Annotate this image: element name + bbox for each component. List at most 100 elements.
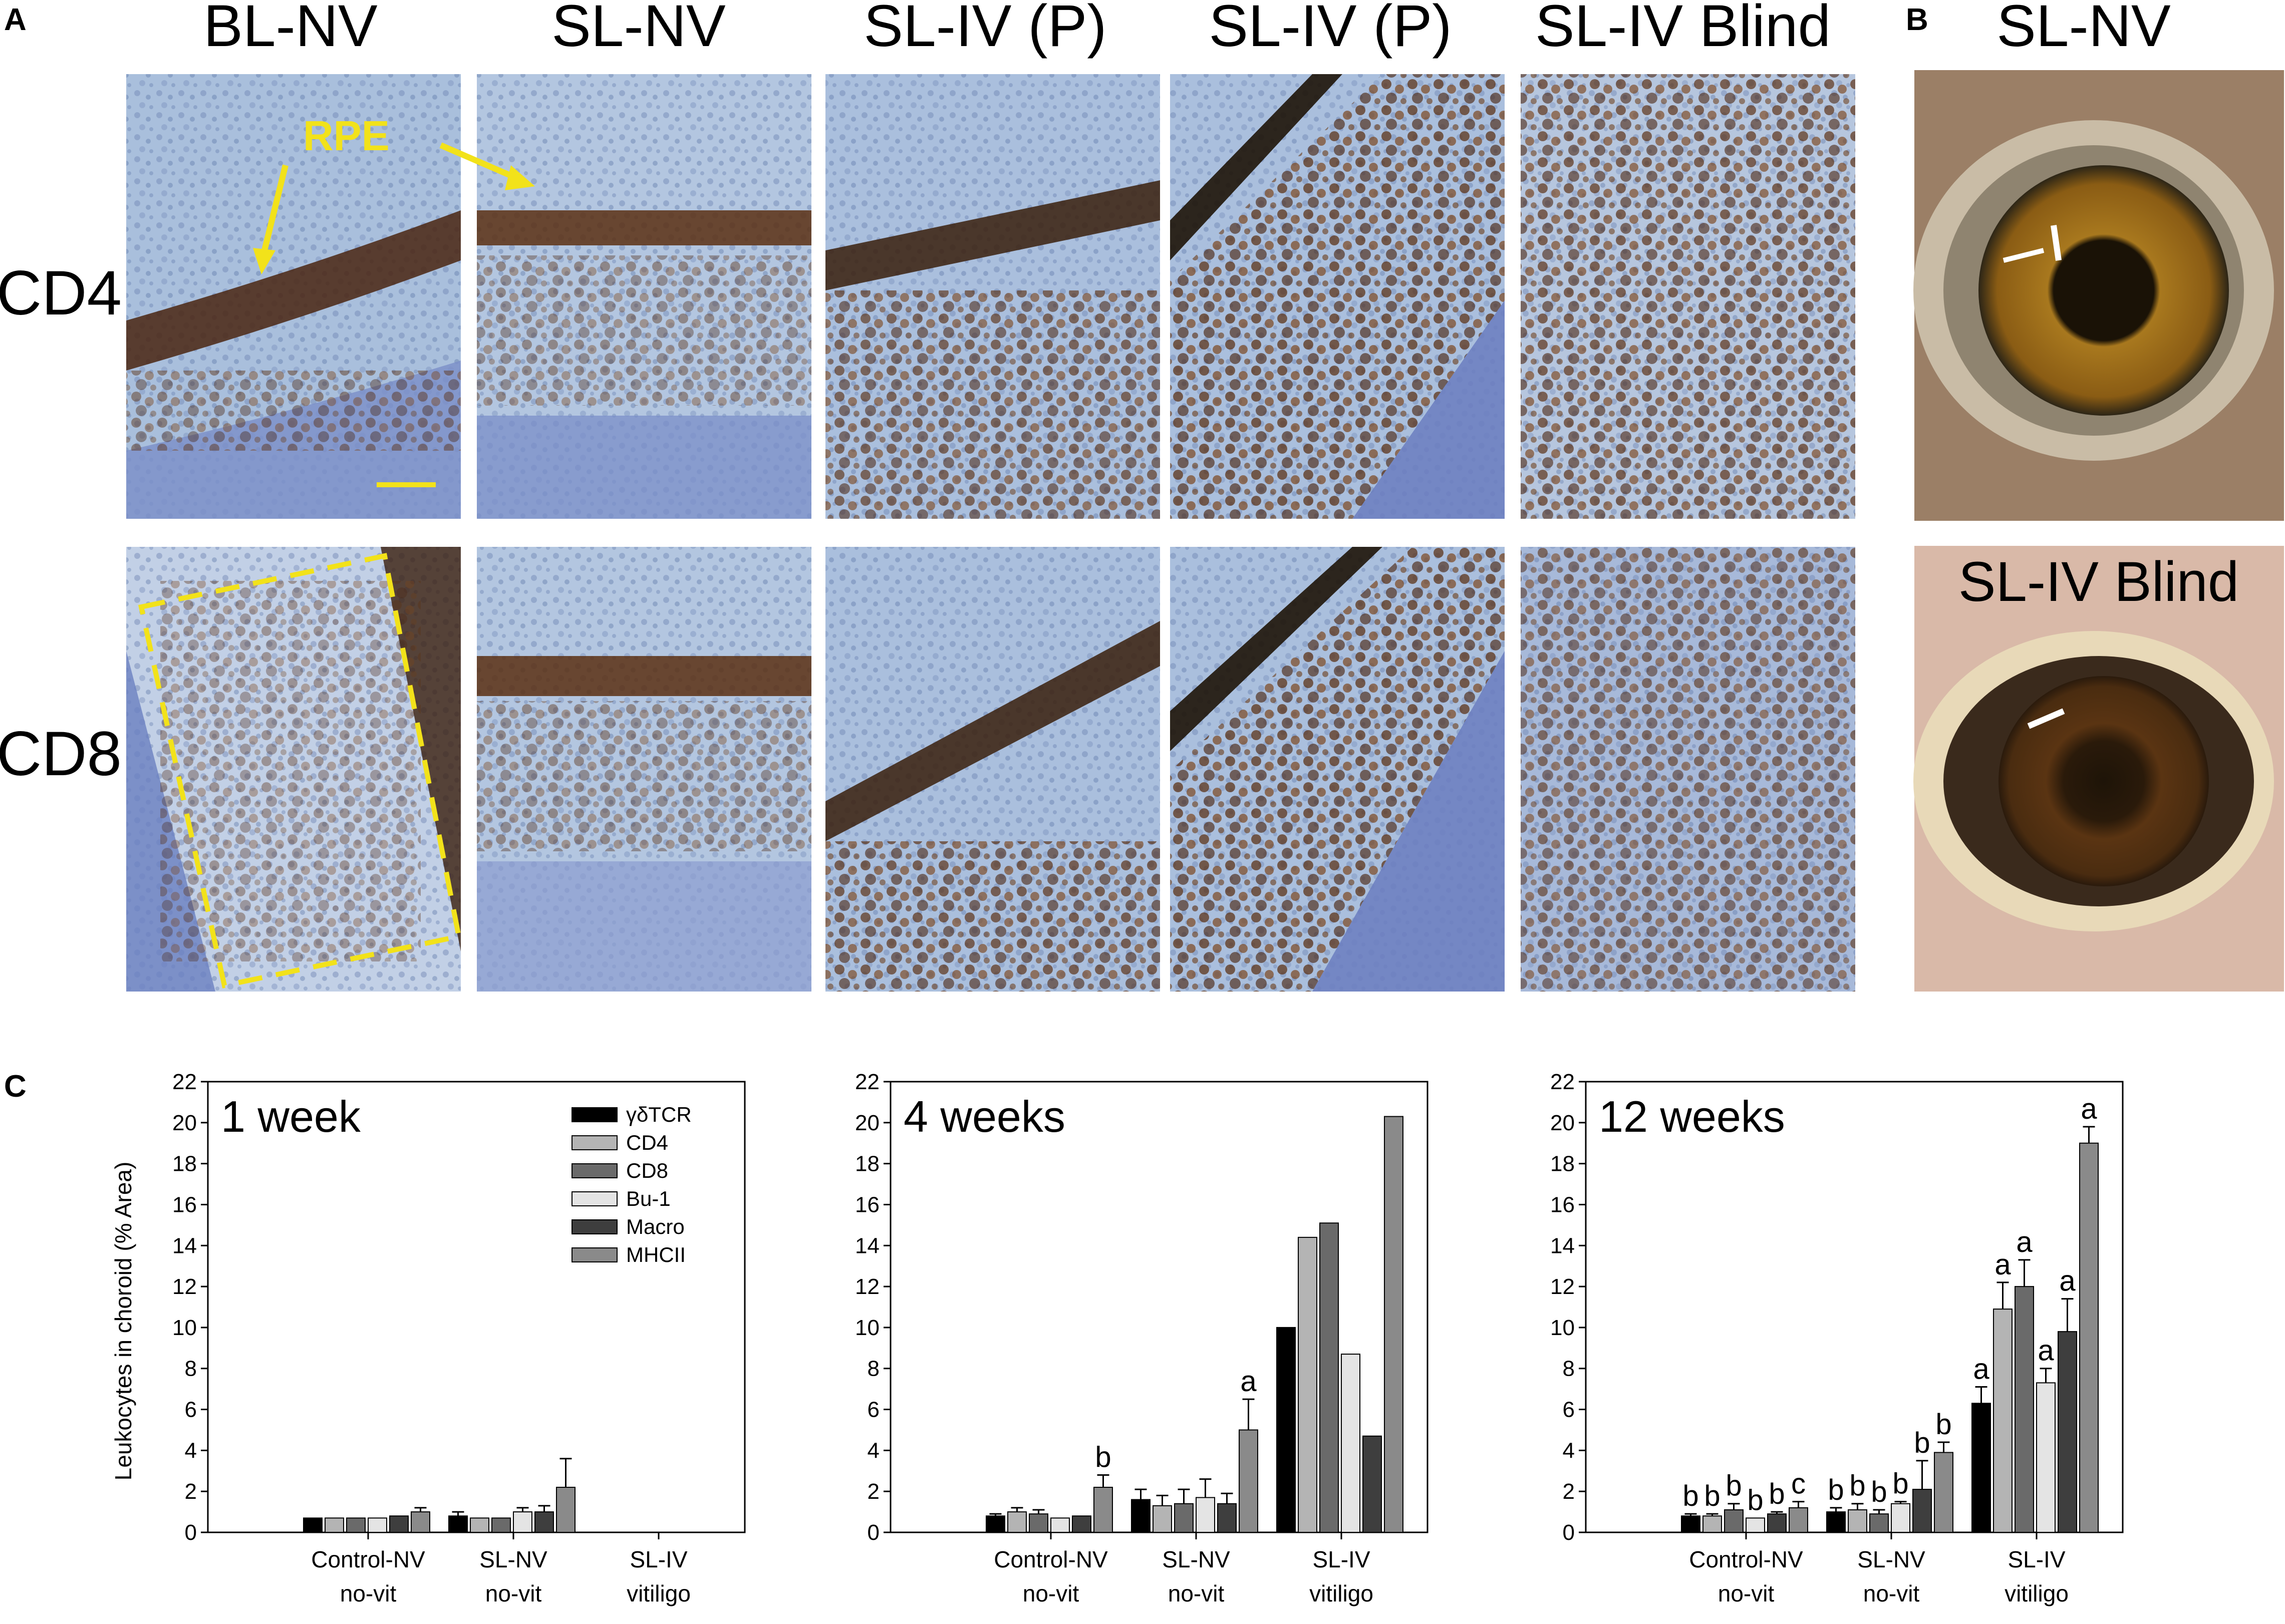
y-tick-label: 12 (855, 1274, 880, 1299)
chart-title: 1 week (221, 1092, 361, 1141)
y-tick-label: 16 (855, 1192, 880, 1217)
y-tick-label: 20 (855, 1111, 880, 1135)
y-tick-label: 22 (855, 1070, 880, 1094)
bar-mhcii (1093, 1487, 1113, 1533)
legend-label: γδTCR (626, 1103, 692, 1126)
category-label: SL-NV (479, 1546, 547, 1572)
bar-cd4 (1153, 1505, 1172, 1533)
micrograph-cd8-sl-iv-p-1 (825, 547, 1160, 992)
bar-bu-1 (1196, 1497, 1215, 1533)
bar-tcr (303, 1517, 323, 1533)
bar-macro (2058, 1331, 2077, 1533)
bar-mhcii (556, 1487, 576, 1533)
category-label: no-vit (1863, 1580, 1920, 1606)
chart-1-week: 0 2 4 6 8 10 12 14 16 18 20 22 1 week Control-NV no-vi… (172, 1070, 746, 1606)
column-header-sl-iv-p-2: SL-IV (P) (1209, 0, 1452, 59)
y-tick-label: 14 (172, 1233, 197, 1258)
micrograph-cd8-bl-nv (126, 547, 462, 992)
bar-bu-1 (1746, 1517, 1765, 1533)
category-label: no-vit (485, 1580, 542, 1606)
bar-cd4 (325, 1517, 344, 1533)
legend-swatch-cd8 (572, 1163, 618, 1178)
bar-mhcii (1384, 1116, 1403, 1533)
bar-bu-1 (2036, 1382, 2056, 1533)
significance-letter: a (1973, 1353, 1989, 1386)
micrograph-cd4-sl-iv-p-2 (1170, 74, 1505, 519)
eye-label-sl-iv-blind: SL-IV Blind (1958, 550, 2239, 613)
y-tick-label: 0 (868, 1520, 880, 1545)
y-tick-label: 22 (1550, 1070, 1575, 1094)
chart-title: 4 weeks (904, 1092, 1065, 1141)
y-tick-label: 6 (868, 1398, 880, 1422)
bar-cd4 (1298, 1236, 1317, 1533)
significance-letter: b (1892, 1468, 1908, 1500)
category-label: no-vit (1168, 1580, 1225, 1606)
legend: γδTCR CD4 CD8 Bu-1 Macro MHCII (572, 1103, 692, 1266)
bar-cd4 (1007, 1511, 1027, 1533)
bar-tcr (448, 1515, 468, 1533)
category-label: Control-NV (994, 1546, 1108, 1572)
significance-letter: b (1935, 1408, 1951, 1441)
column-header-sl-iv-p-1: SL-IV (P) (864, 0, 1106, 59)
chart-4-weeks: 0 2 4 6 8 10 12 14 16 18 20 22 4 weeks Control-NV no-v… (855, 1070, 1429, 1606)
bar-cd4 (1993, 1309, 2013, 1533)
bar-macro (1072, 1515, 1091, 1533)
legend-label: CD8 (626, 1159, 668, 1182)
significance-letter: a (2081, 1093, 2097, 1125)
micrograph-cd8-sl-iv-blind (1521, 547, 1855, 992)
significance-letter: b (1704, 1480, 1720, 1512)
panel-c-letter: C (4, 1069, 27, 1104)
y-tick-label: 18 (1550, 1152, 1575, 1176)
bar-macro (1217, 1503, 1237, 1533)
significance-letter: b (1747, 1484, 1763, 1516)
category-label: no-vit (340, 1580, 397, 1606)
column-header-sl-iv-blind: SL-IV Blind (1535, 0, 1831, 59)
y-tick-label: 10 (1550, 1316, 1575, 1340)
y-tick-label: 16 (172, 1192, 197, 1217)
category-label: SL-NV (1857, 1546, 1925, 1572)
bar-cd8 (1319, 1222, 1339, 1533)
significance-letter: b (1726, 1470, 1742, 1502)
bar-cd8 (346, 1517, 366, 1533)
y-tick-label: 6 (185, 1398, 197, 1422)
significance-letter: b (1095, 1441, 1111, 1473)
bar-tcr (986, 1515, 1005, 1533)
significance-letter: a (2059, 1265, 2076, 1297)
significance-letter: a (1994, 1248, 2011, 1281)
bar-bu-1 (1891, 1503, 1910, 1533)
significance-letter: a (1240, 1365, 1257, 1398)
micrograph-cd4-bl-nv (126, 74, 461, 519)
row-label-cd4: CD4 (0, 258, 122, 328)
bar-cd4 (1848, 1509, 1867, 1533)
y-tick-label: 2 (868, 1479, 880, 1504)
bar-macro (534, 1511, 554, 1533)
y-tick-label: 8 (185, 1357, 197, 1381)
eye-label-sl-nv: SL-NV (1996, 0, 2171, 59)
column-header-bl-nv: BL-NV (203, 0, 378, 59)
chart-12-weeks: 0 2 4 6 8 10 12 14 16 18 20 22 12 weeks Control-NV no-… (1550, 1070, 2124, 1606)
legend-label: CD4 (626, 1131, 668, 1154)
y-tick-label: 20 (1550, 1111, 1575, 1135)
significance-letter: b (1914, 1427, 1930, 1459)
category-label: vitiligo (1309, 1580, 1373, 1606)
bar-macro (1362, 1435, 1382, 1533)
y-tick-label: 16 (1550, 1192, 1575, 1217)
chart-title: 12 weeks (1599, 1092, 1785, 1141)
y-tick-label: 4 (868, 1438, 880, 1463)
legend-swatch-bu-1 (572, 1191, 618, 1206)
y-tick-label: 2 (1563, 1479, 1575, 1504)
category-label: vitiligo (627, 1580, 691, 1606)
bar-cd4 (470, 1517, 489, 1533)
micrograph-cd8-sl-iv-p-2 (1170, 547, 1505, 992)
y-tick-label: 18 (172, 1152, 197, 1176)
panel-a-letter: A (4, 3, 27, 37)
bar-mhcii (2079, 1142, 2099, 1533)
y-tick-label: 2 (185, 1479, 197, 1504)
y-tick-label: 8 (1563, 1357, 1575, 1381)
bar-cd8 (1869, 1513, 1889, 1533)
significance-letter: b (1871, 1476, 1887, 1508)
legend-label: Macro (626, 1215, 685, 1238)
y-tick-label: 20 (172, 1111, 197, 1135)
